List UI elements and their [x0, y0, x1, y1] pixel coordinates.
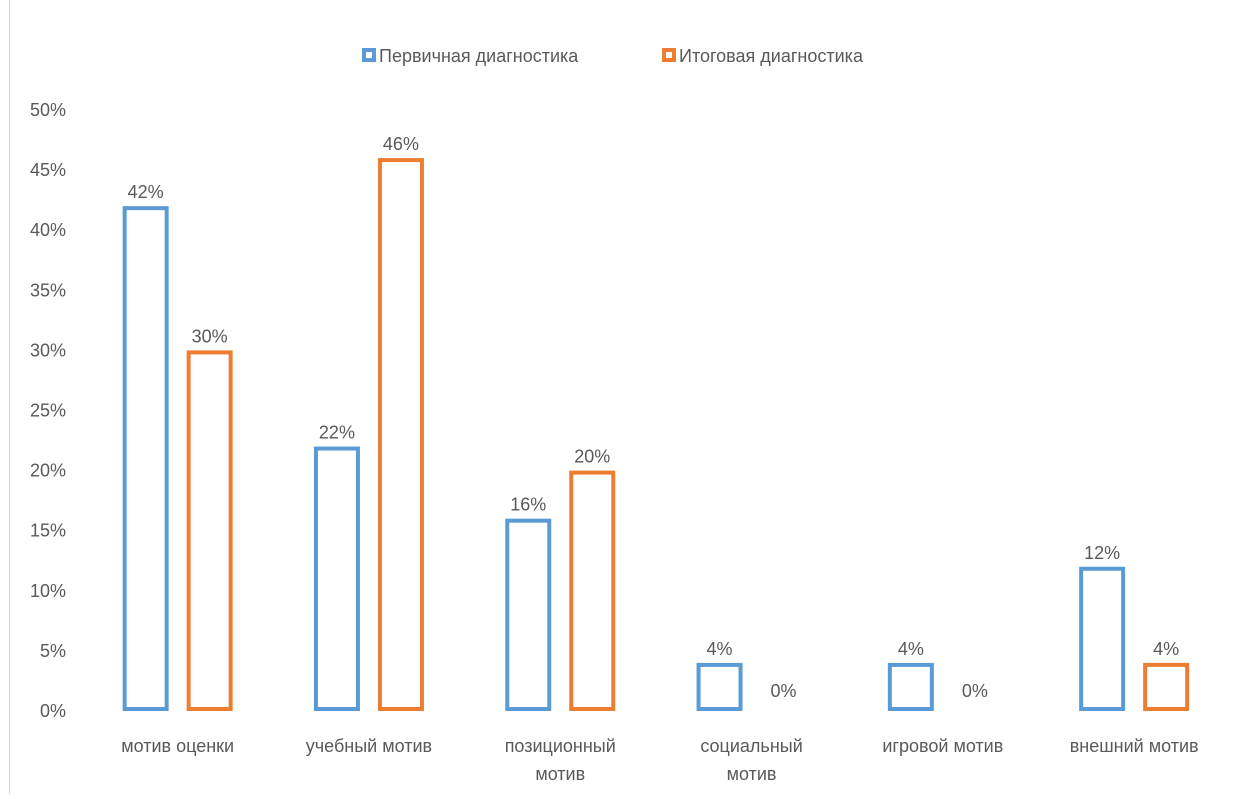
- bar: [569, 470, 616, 711]
- bar: [505, 518, 552, 711]
- data-label: 16%: [510, 495, 546, 515]
- bar: [887, 662, 934, 711]
- data-label: 46%: [383, 134, 419, 154]
- legend: Первичная диагностика Итоговая диагностик…: [362, 46, 864, 66]
- legend-swatch: [362, 48, 376, 62]
- data-label: 4%: [898, 639, 924, 659]
- data-label: 30%: [192, 326, 228, 346]
- data-label: 12%: [1084, 543, 1120, 563]
- x-tick-label: социальный: [700, 736, 802, 756]
- bar: [122, 206, 169, 711]
- data-label: 4%: [707, 639, 733, 659]
- legend-swatch: [662, 48, 676, 62]
- bar: [696, 662, 743, 711]
- bar: [1143, 662, 1190, 711]
- y-axis: 0% 5% 10% 15% 20% 25% 30% 35% 40% 45% 50%: [30, 100, 66, 721]
- y-tick-label: 40%: [30, 220, 66, 240]
- x-tick-label: внешний мотив: [1070, 736, 1199, 756]
- y-tick-label: 30%: [30, 340, 66, 360]
- data-label: 0%: [771, 681, 797, 701]
- bar: [313, 446, 360, 711]
- bars-layer: 42% 30% 22% 46% 16% 20% 4% 0% 4% 0% 12% 4%: [122, 134, 1190, 712]
- data-label: 0%: [962, 681, 988, 701]
- y-tick-label: 45%: [30, 160, 66, 180]
- y-tick-label: 5%: [40, 641, 66, 661]
- y-tick-label: 10%: [30, 581, 66, 601]
- y-tick-label: 25%: [30, 401, 66, 421]
- data-label: 20%: [574, 447, 610, 467]
- x-tick-label: игровой мотив: [882, 736, 1003, 756]
- x-tick-label: мотив оценки: [121, 736, 234, 756]
- y-tick-label: 0%: [40, 701, 66, 721]
- x-tick-label: позиционный: [505, 736, 616, 756]
- data-label: 42%: [128, 182, 164, 202]
- x-tick-label: мотив: [535, 764, 585, 784]
- y-tick-label: 20%: [30, 461, 66, 481]
- bar: [377, 158, 424, 711]
- x-tick-label: мотив: [727, 764, 777, 784]
- bar: [1079, 566, 1126, 712]
- y-tick-label: 15%: [30, 521, 66, 541]
- data-label: 22%: [319, 423, 355, 443]
- x-tick-label: учебный мотив: [306, 736, 432, 756]
- legend-label: Итоговая диагностика: [679, 46, 864, 66]
- data-label: 4%: [1153, 639, 1179, 659]
- y-tick-label: 50%: [30, 100, 66, 120]
- bar: [186, 350, 233, 711]
- chart-border: [9, 0, 10, 794]
- legend-label: Первичная диагностика: [379, 46, 579, 66]
- x-axis: мотив оценки учебный мотив позиционный моти…: [121, 736, 1198, 784]
- y-tick-label: 35%: [30, 280, 66, 300]
